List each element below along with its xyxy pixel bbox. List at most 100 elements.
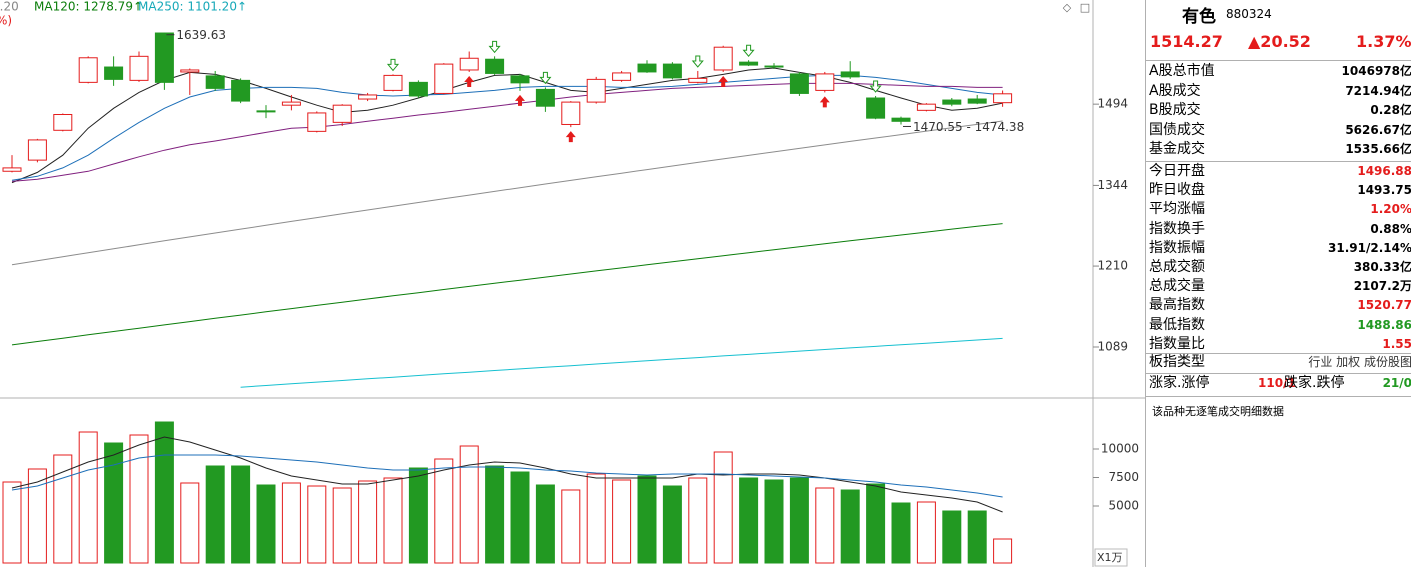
- row-label: 最低指数: [1149, 316, 1205, 333]
- type-value[interactable]: 行业 加权 成份股图: [1308, 355, 1411, 369]
- candle-body: [612, 72, 632, 81]
- separator: [1146, 161, 1411, 162]
- ma-line: [11, 82, 1003, 182]
- candle-body: [332, 104, 352, 123]
- candle-body: [789, 73, 809, 94]
- y-tick-label: 1089: [1097, 339, 1128, 353]
- ma250-label: MA250: 1101.20↑: [138, 0, 247, 14]
- diamond-icon[interactable]: ◇: [1063, 1, 1072, 14]
- up-value: 110/1: [1258, 376, 1296, 390]
- info-row: 最低指数 1488.86: [1146, 316, 1411, 335]
- candle-body: [535, 88, 555, 107]
- info-row: A股总市值 1046978亿: [1146, 62, 1411, 81]
- ma-line: [11, 74, 1003, 181]
- info-row: 最高指数 1520.77: [1146, 296, 1411, 315]
- info-row: 指数振幅 31.91/2.14%: [1146, 239, 1411, 258]
- change: ▲20.52: [1248, 32, 1311, 51]
- buy-arrow: [515, 94, 525, 106]
- volume-bar: [586, 473, 606, 564]
- sell-arrow: [488, 40, 501, 54]
- sell-arrow: [742, 44, 755, 57]
- volume-bar: [383, 477, 403, 564]
- row-label: 今日开盘: [1149, 163, 1205, 179]
- candle-body: [840, 71, 860, 78]
- sell-arrow: [691, 55, 704, 68]
- ma-line: [11, 67, 1003, 184]
- volume-bar: [281, 482, 301, 564]
- box-icon[interactable]: □: [1080, 1, 1090, 14]
- volume-bar: [688, 477, 708, 564]
- ma-line: [11, 436, 1003, 513]
- volume-bar: [967, 510, 987, 564]
- volume-bar: [307, 485, 327, 564]
- index-name: 有色: [1182, 7, 1216, 27]
- volume-bar: [485, 465, 505, 564]
- volume-bar: [993, 538, 1013, 564]
- info-row: 指数换手 0.88%: [1146, 220, 1411, 239]
- candle-body: [688, 77, 708, 83]
- buy-arrow: [819, 96, 830, 108]
- candle-body: [993, 93, 1013, 104]
- unit-box: [1094, 548, 1128, 567]
- candle-body: [358, 94, 378, 100]
- info-row: 指数量比 1.55: [1146, 335, 1411, 354]
- price: 1514.27: [1150, 32, 1223, 51]
- row-value: 0.88%: [1370, 221, 1411, 236]
- info-row: 基金成交 1535.66亿: [1146, 140, 1411, 159]
- ma-line: [11, 223, 1003, 346]
- candle-body: [942, 99, 962, 105]
- down-label: 跌家.跌停: [1284, 375, 1345, 391]
- candle-body: [967, 98, 987, 104]
- ma120-label: MA120: 1278.79↑: [34, 0, 143, 14]
- row-value: 1493.75: [1357, 183, 1411, 198]
- candle-body: [78, 57, 98, 83]
- volume-bar: [129, 434, 149, 564]
- candle-body: [586, 78, 606, 103]
- row-label: 指数换手: [1149, 220, 1205, 237]
- info-row: 总成交额 380.33亿: [1146, 258, 1411, 277]
- row-value: 2107.2万: [1353, 279, 1411, 294]
- volume-bar: [510, 471, 530, 564]
- row-value: 7214.94亿: [1345, 83, 1411, 98]
- row-value: 1046978亿: [1341, 64, 1411, 78]
- y-tick-label: 1494: [1097, 97, 1128, 111]
- row-label: 指数振幅: [1149, 239, 1205, 256]
- volume-bar: [713, 451, 733, 564]
- candle-body: [104, 66, 124, 80]
- type-row: 板指类型 行业 加权 成份股图: [1146, 353, 1411, 372]
- volume-bar: [358, 480, 378, 564]
- row-value: 1496.88: [1357, 164, 1411, 178]
- ma-line: [11, 454, 1003, 498]
- row-value: 1488.86: [1357, 317, 1411, 332]
- row-label: 最高指数: [1149, 297, 1205, 314]
- volume-bar: [662, 485, 682, 564]
- volume-bar: [815, 487, 835, 564]
- volume-bar: [180, 482, 200, 564]
- volume-bar: [891, 502, 911, 564]
- candle-body: [866, 97, 886, 119]
- change-pct: 1.37%: [1356, 32, 1411, 51]
- candle-body: [510, 75, 530, 84]
- volume-bar: [866, 483, 886, 564]
- candle-body: [307, 112, 327, 132]
- up-label: 涨家.涨停: [1149, 375, 1210, 391]
- candle-body: [713, 46, 733, 71]
- volume-bar: [840, 489, 860, 564]
- volume-bar: [53, 454, 73, 564]
- volume-bar: [104, 442, 124, 564]
- candle-body: [916, 103, 936, 111]
- info-row: 昨日收盘 1493.75: [1146, 181, 1411, 200]
- candle-body: [281, 101, 301, 106]
- annotation: 1470.55 - 1474.38: [913, 120, 1024, 134]
- row-label: 基金成交: [1149, 141, 1205, 158]
- row-value: 5626.67亿: [1345, 122, 1411, 137]
- info-row: B股成交 0.28亿: [1146, 101, 1411, 120]
- y-tick-label: 1344: [1097, 178, 1128, 192]
- candle-body: [2, 167, 22, 172]
- volume-bar: [205, 465, 225, 564]
- volume-bar: [739, 477, 759, 564]
- info-row: A股成交 7214.94亿: [1146, 82, 1411, 101]
- breadth-row: 涨家.涨停 110/1 跌家.跌停 21/0: [1146, 374, 1411, 393]
- quote-panel: 有色 880324 1514.27 ▲20.52 1.37% 板指类型 行业 加…: [1145, 0, 1411, 567]
